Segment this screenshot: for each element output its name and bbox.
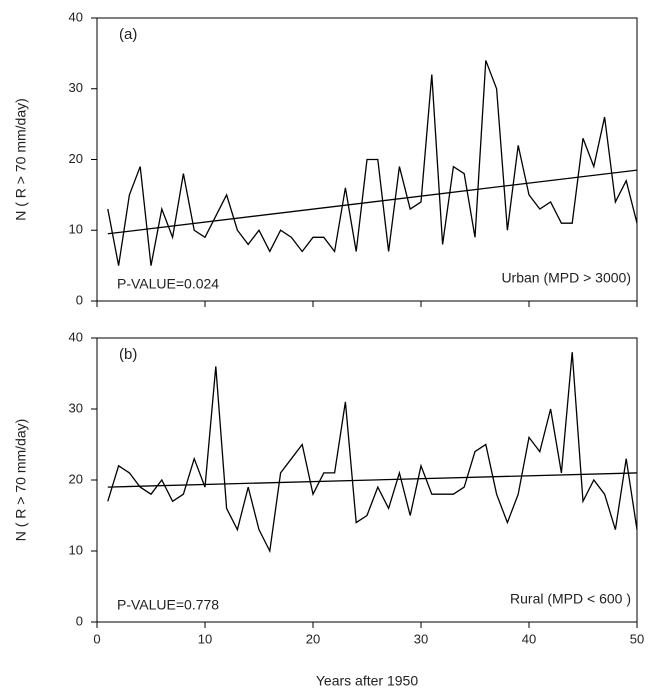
annotation: P-VALUE=0.778 bbox=[117, 597, 219, 613]
x-tick-label: 40 bbox=[522, 631, 536, 646]
annotation: Rural (MPD < 600 ) bbox=[510, 591, 631, 607]
x-tick-label: 30 bbox=[414, 631, 428, 646]
x-tick-label: 50 bbox=[630, 631, 644, 646]
data-line bbox=[107, 60, 638, 266]
y-tick-label: 30 bbox=[69, 80, 83, 95]
y-tick-label: 10 bbox=[69, 542, 83, 557]
y-tick-label: 30 bbox=[69, 400, 83, 415]
x-axis-label: Years after 1950 bbox=[316, 673, 418, 689]
panel-label: (b) bbox=[119, 346, 137, 363]
y-tick-label: 10 bbox=[69, 222, 83, 237]
trend-line bbox=[107, 169, 638, 235]
x-tick-label: 10 bbox=[198, 631, 212, 646]
x-tick-label: 0 bbox=[93, 631, 100, 646]
x-tick-label: 20 bbox=[306, 631, 320, 646]
y-tick-label: 40 bbox=[69, 329, 83, 344]
y-tick-label: 0 bbox=[76, 292, 83, 307]
y-tick-label: 20 bbox=[69, 471, 83, 486]
y-tick-label: 20 bbox=[69, 151, 83, 166]
y-axis-label: N ( R > 70 mm/day) bbox=[13, 98, 29, 221]
annotation: Urban (MPD > 3000) bbox=[501, 270, 631, 286]
y-axis-label: N ( R > 70 mm/day) bbox=[13, 419, 29, 542]
panel-label: (a) bbox=[119, 26, 137, 43]
trend-line bbox=[107, 472, 638, 488]
annotation: P-VALUE=0.024 bbox=[117, 276, 219, 292]
data-line bbox=[107, 352, 638, 554]
y-tick-label: 0 bbox=[76, 613, 83, 628]
y-tick-label: 40 bbox=[69, 9, 83, 24]
